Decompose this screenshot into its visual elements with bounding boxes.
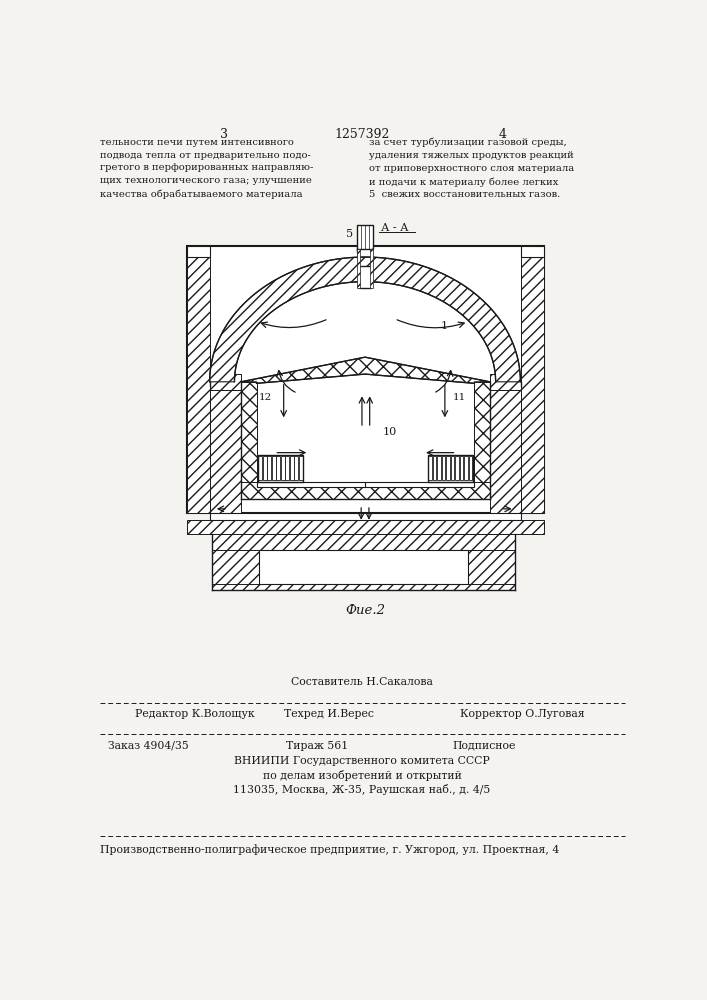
Bar <box>521 246 544 513</box>
Bar <box>187 246 210 513</box>
Text: 10: 10 <box>383 427 397 437</box>
Text: 3: 3 <box>220 128 228 141</box>
Bar <box>359 266 371 288</box>
Bar <box>446 456 450 480</box>
Text: Корректор О.Луговая: Корректор О.Луговая <box>460 709 585 719</box>
Text: 5: 5 <box>346 229 353 239</box>
Bar <box>464 456 468 480</box>
Bar <box>357 225 373 249</box>
Bar <box>521 246 544 257</box>
Bar <box>370 249 373 288</box>
Text: Заказ 4904/35: Заказ 4904/35 <box>107 741 189 751</box>
Bar <box>210 389 241 513</box>
Text: Фие.2: Фие.2 <box>345 604 385 617</box>
Polygon shape <box>210 257 520 382</box>
Bar <box>468 550 515 590</box>
Bar <box>281 456 285 480</box>
Bar <box>437 456 441 480</box>
Text: Техред И.Верес: Техред И.Верес <box>284 709 374 719</box>
Bar <box>212 534 515 550</box>
Bar <box>290 456 293 480</box>
Bar <box>490 374 521 389</box>
Bar <box>212 584 515 590</box>
Bar <box>267 456 271 480</box>
Text: 4: 4 <box>499 128 507 141</box>
Text: ВНИИПИ Государственного комитета СССР: ВНИИПИ Государственного комитета СССР <box>234 756 490 766</box>
Bar <box>433 456 436 480</box>
Bar <box>272 456 276 480</box>
Bar <box>258 455 303 482</box>
Text: 113035, Москва, Ж-35, Раушская наб., д. 4/5: 113035, Москва, Ж-35, Раушская наб., д. … <box>233 784 491 795</box>
Text: Редактор К.Волощук: Редактор К.Волощук <box>135 709 255 719</box>
Bar <box>490 389 521 513</box>
Text: за счет турбулизации газовой среды,
удаления тяжелых продуктов реакций
от припов: за счет турбулизации газовой среды, удал… <box>369 138 574 199</box>
Text: 1: 1 <box>441 321 448 331</box>
Bar <box>210 513 521 520</box>
Bar <box>187 246 544 513</box>
Text: по делам изобретений и открытий: по делам изобретений и открытий <box>262 770 462 781</box>
Bar <box>241 382 257 482</box>
Bar <box>357 249 360 288</box>
Bar <box>241 482 490 499</box>
Bar <box>259 456 262 480</box>
Text: А - А: А - А <box>380 223 408 233</box>
Bar <box>442 456 445 480</box>
Bar <box>474 382 490 482</box>
Bar <box>450 456 455 480</box>
Bar <box>460 456 463 480</box>
Bar <box>187 520 544 534</box>
Bar <box>286 456 289 480</box>
Bar <box>257 482 474 487</box>
Text: Тираж 561: Тираж 561 <box>286 741 349 751</box>
Bar <box>210 374 241 389</box>
Text: тельности печи путем интенсивного
подвода тепла от предварительно подо-
гретого : тельности печи путем интенсивного подвод… <box>100 138 313 199</box>
Text: Составитель Н.Сакалова: Составитель Н.Сакалова <box>291 677 433 687</box>
Text: 12: 12 <box>259 393 272 402</box>
Polygon shape <box>241 357 490 383</box>
Bar <box>257 378 474 482</box>
Bar <box>428 455 473 482</box>
Text: Подписное: Подписное <box>452 741 516 751</box>
Bar <box>212 550 259 590</box>
Bar <box>428 456 432 480</box>
Bar <box>455 456 459 480</box>
Text: Производственно-полиграфическое предприятие, г. Ужгород, ул. Проектная, 4: Производственно-полиграфическое предприя… <box>100 844 559 855</box>
Bar <box>263 456 267 480</box>
Bar <box>294 456 298 480</box>
Bar <box>299 456 303 480</box>
Bar <box>187 246 210 257</box>
Bar <box>469 456 472 480</box>
Text: 1257392: 1257392 <box>334 128 390 141</box>
Bar <box>276 456 280 480</box>
Text: 11: 11 <box>452 393 466 402</box>
Bar <box>259 550 468 584</box>
